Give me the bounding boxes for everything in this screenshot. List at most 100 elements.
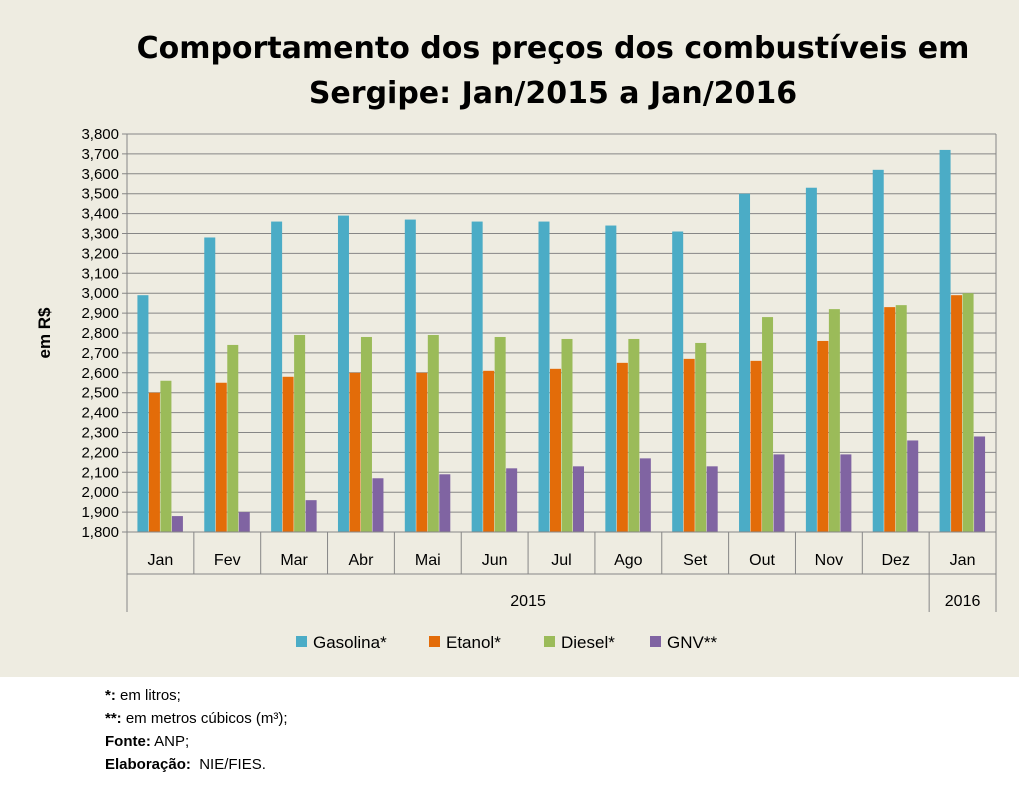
bar-gasolina-7	[605, 225, 617, 533]
x-tick-label: Jun	[482, 552, 508, 569]
year-label: 2016	[945, 593, 981, 610]
bar-etanol-3	[349, 372, 361, 532]
bar-diesel-4	[427, 334, 439, 532]
y-tick-label: 3,500	[81, 186, 119, 203]
bar-diesel-2	[294, 334, 306, 532]
y-tick-label: 3,200	[81, 245, 119, 262]
y-tick-label: 1,900	[81, 504, 119, 521]
bar-diesel-9	[762, 317, 774, 532]
chart-area: Comportamento dos preços dos combustívei…	[0, 0, 1019, 677]
footnote-3-key: Fonte:	[105, 733, 151, 750]
footnote-1-key: *:	[105, 687, 116, 704]
footnote-1-text: em litros;	[115, 687, 181, 704]
x-tick-label: Jan	[148, 552, 174, 569]
bar-etanol-0	[148, 392, 160, 532]
footnote-2-key: **:	[105, 710, 122, 727]
footnote-4: Elaboração: NIE/FIES.	[105, 753, 288, 776]
bar-etanol-12	[951, 295, 963, 532]
y-tick-label: 2,100	[81, 464, 119, 481]
bar-diesel-6	[561, 338, 573, 532]
bar-gnv-6	[573, 466, 584, 532]
bar-etanol-5	[483, 370, 495, 532]
y-tick-label: 3,700	[81, 146, 119, 163]
bar-etanol-2	[282, 376, 294, 532]
bar-gnv-0	[171, 516, 183, 532]
x-tick-label: Ago	[614, 552, 643, 569]
x-tick-label: Out	[749, 552, 775, 569]
bar-diesel-8	[695, 342, 707, 532]
footnote-2: **: em metros cúbicos (m³);	[105, 707, 288, 730]
x-tick-label: Set	[683, 552, 708, 569]
legend-label: Gasolina*	[313, 633, 387, 652]
bar-gasolina-10	[805, 187, 817, 533]
bar-etanol-11	[884, 307, 896, 532]
y-tick-label: 3,100	[81, 265, 119, 282]
footnote-3-text: ANP;	[150, 733, 190, 750]
legend-swatch	[296, 636, 307, 647]
y-tick-label: 3,800	[81, 126, 119, 143]
bar-gasolina-8	[672, 231, 684, 532]
y-tick-label: 2,400	[81, 405, 119, 422]
bar-gasolina-6	[538, 221, 550, 532]
bar-diesel-10	[828, 309, 840, 532]
chart-title-line-2: Sergipe: Jan/2015 a Jan/2016	[309, 76, 797, 111]
y-tick-label: 2,600	[81, 365, 119, 382]
bar-etanol-7	[616, 362, 628, 532]
bar-gasolina-0	[137, 295, 149, 532]
bar-etanol-4	[416, 372, 428, 532]
bar-gasolina-1	[204, 237, 216, 533]
bars	[137, 149, 986, 533]
x-tick-label: Jul	[551, 552, 571, 569]
bar-gnv-3	[372, 478, 384, 532]
x-tick-label: Mar	[280, 552, 308, 569]
x-tick-label: Fev	[214, 552, 241, 569]
footnote-2-text: em metros cúbicos (m³);	[121, 710, 288, 727]
bar-gasolina-3	[337, 215, 349, 532]
y-tick-labels: 1,800 1,900 2,000 2,100 2,200 2,300 2,400 2,500…	[81, 126, 119, 541]
bar-gnv-9	[773, 454, 785, 532]
legend-swatch	[429, 636, 440, 647]
bar-diesel-3	[360, 336, 372, 532]
bar-gasolina-2	[271, 221, 283, 532]
footnote-4-key: Elaboração:	[105, 756, 191, 773]
x-tick-label: Abr	[349, 552, 375, 569]
x-axis: Jan Fev Mar Abr Mai Jun Jul Ago Set Out Nov Dez Jan 2…	[126, 531, 997, 612]
x-tick-label: Dez	[882, 552, 910, 569]
bar-etanol-8	[683, 358, 695, 532]
legend-swatch	[544, 636, 555, 647]
bar-gasolina-4	[404, 219, 416, 532]
footnote-4-text: NIE/FIES.	[190, 756, 266, 773]
bar-gnv-10	[840, 454, 852, 532]
chart-svg: Comportamento dos preços dos combustívei…	[35, 31, 997, 652]
y-tick-label: 2,200	[81, 444, 119, 461]
bar-diesel-11	[895, 305, 907, 532]
footnotes: *: em litros; **: em metros cúbicos (m³)…	[105, 684, 288, 776]
legend-label: GNV**	[667, 633, 717, 652]
chart-title-line-1: Comportamento dos preços dos combustívei…	[137, 31, 970, 66]
y-tick-label: 2,500	[81, 385, 119, 402]
legend: Gasolina* Etanol* Diesel* GNV**	[296, 633, 717, 652]
footnote-3: Fonte: ANP;	[105, 730, 288, 753]
x-tick-label: Jan	[950, 552, 976, 569]
legend-swatch	[650, 636, 661, 647]
x-tick-label: Nov	[815, 552, 843, 569]
bar-diesel-0	[160, 380, 172, 532]
bar-diesel-5	[494, 336, 506, 532]
x-tick-label: Mai	[415, 552, 441, 569]
bar-diesel-12	[962, 293, 974, 532]
bar-gasolina-11	[872, 169, 884, 532]
bar-gnv-4	[439, 474, 451, 532]
gridlines	[122, 133, 997, 533]
legend-label: Etanol*	[446, 633, 501, 652]
footnote-1: *: em litros;	[105, 684, 288, 707]
bar-diesel-1	[227, 344, 239, 532]
y-tick-label: 3,300	[81, 226, 119, 243]
y-tick-label: 3,400	[81, 206, 119, 223]
y-tick-label: 2,000	[81, 484, 119, 501]
y-tick-label: 3,000	[81, 285, 119, 302]
y-tick-label: 3,600	[81, 166, 119, 183]
bar-diesel-7	[628, 338, 640, 532]
y-tick-label: 2,800	[81, 325, 119, 342]
y-axis-label: em R$	[35, 307, 54, 359]
bar-gnv-5	[506, 468, 518, 532]
